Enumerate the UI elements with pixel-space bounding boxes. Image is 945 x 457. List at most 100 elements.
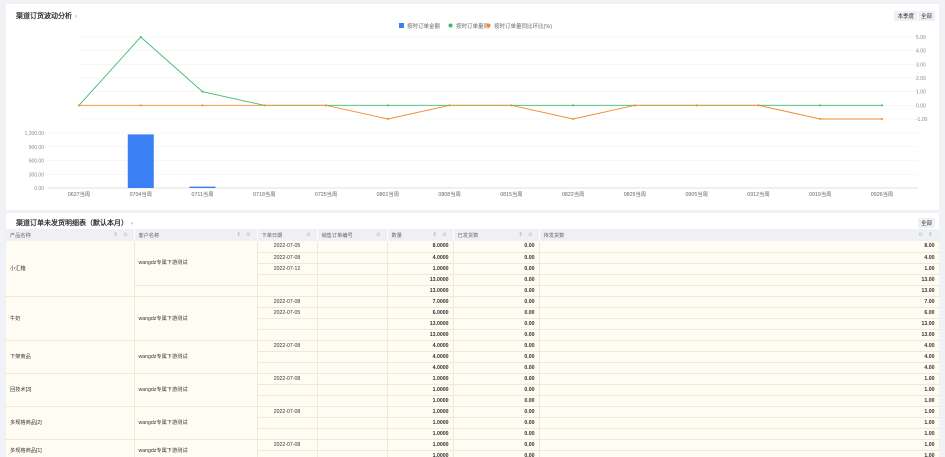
unshipped-orders-table: 产品名称 ⇕ ⊙ 客户名称 ⇕ ⊙ 下单日期 ⊙ 销售订单编号 ⊙ 数量 ⇕ ⊙ 已发货数… bbox=[6, 229, 939, 457]
table-all-button[interactable]: 全部 bbox=[917, 218, 935, 228]
sort-filter-icon[interactable]: ⇕ ⊙ bbox=[236, 231, 253, 238]
filter-icon[interactable]: ⊙ bbox=[376, 231, 383, 238]
line-point bbox=[757, 104, 760, 107]
cell-order-no bbox=[317, 329, 388, 341]
col-date[interactable]: 下单日期 ⊙ bbox=[257, 229, 318, 241]
table-row[interactable]: 多规格商品[1] wangdz专属下游测试 2022-07-08 1.0000 0.00… bbox=[6, 439, 939, 457]
cell-shipped: 0.00 bbox=[453, 406, 540, 418]
line-point bbox=[325, 104, 328, 107]
table-row[interactable]: 1.0000 0.00 1.00 bbox=[6, 384, 939, 396]
x-tick-label: 0801当周 bbox=[377, 190, 399, 198]
quarter-button[interactable]: 本季度 bbox=[894, 11, 917, 21]
chart-title-text: 渠道订货波动分析 bbox=[16, 13, 72, 20]
cell-qty: 6.0000 bbox=[387, 307, 454, 319]
table-row[interactable]: 1.0000 0.00 1.00 bbox=[6, 450, 939, 457]
cell-shipped: 0.00 bbox=[453, 307, 540, 319]
table-row[interactable]: 多规格商品[2] wangdz专属下游测试 2022-07-08 1.0000 0.00… bbox=[6, 406, 939, 440]
cell-pending: 6.00 bbox=[539, 307, 939, 319]
cell-order-no bbox=[317, 241, 388, 253]
cell-qty: 7.0000 bbox=[387, 296, 454, 308]
cell-customer-empty bbox=[134, 285, 258, 297]
x-tick-label: 0926当周 bbox=[871, 190, 893, 198]
cell-customer: wangdz专属下游测试 bbox=[134, 296, 258, 341]
line-y-tick-label: 2.00 bbox=[916, 76, 926, 82]
col-shipped[interactable]: 已发货数 ⇕ ⊙ bbox=[453, 229, 540, 241]
filter-icon[interactable]: ⊙ bbox=[306, 231, 313, 238]
table-row[interactable]: 2022-07-05 6.0000 0.00 6.00 bbox=[6, 307, 939, 319]
cell-shipped: 0.00 bbox=[453, 263, 540, 275]
cell-order-no bbox=[317, 318, 388, 330]
col-order-no[interactable]: 销售订单编号 ⊙ bbox=[317, 229, 388, 241]
cell-date bbox=[257, 395, 318, 407]
cell-pending: 1.00 bbox=[539, 263, 939, 275]
trend-chart: 按时订单金额 按时订单量同 按时订单量同比环比(%) 5.00 4.00 3.00 2.0… bbox=[25, 22, 928, 198]
cell-date: 2022-07-08 bbox=[257, 373, 318, 385]
chart-axis-labels: 5.00 4.00 3.00 2.00 1.00 0.00 -1.00 1,200.00 900… bbox=[25, 35, 928, 198]
col-qty[interactable]: 数量 ⇕ ⊙ bbox=[387, 229, 454, 241]
table-row[interactable]: 2022-07-08 4.0000 0.00 4.00 bbox=[6, 252, 939, 264]
cell-customer: wangdz专属下游测试 bbox=[134, 439, 258, 457]
cell-shipped: 0.00 bbox=[453, 384, 540, 396]
sort-filter-icon[interactable]: ⇕ ⊙ bbox=[432, 231, 449, 238]
filter-sort-icon[interactable]: ⊙ ⇕ bbox=[918, 231, 935, 238]
sort-filter-icon[interactable]: ⇕ ⊙ bbox=[113, 231, 130, 238]
table-row[interactable]: 小汇箱 wangdz专属下游测试 2022-07-05 8.0000 0.00 8.00 bbox=[6, 241, 939, 297]
cell-order-no bbox=[317, 362, 388, 374]
cell-shipped: 0.00 bbox=[453, 373, 540, 385]
cell-qty: 1.0000 bbox=[387, 373, 454, 385]
cell-qty: 1.0000 bbox=[387, 417, 454, 429]
table-row[interactable]: 13.0000 0.00 13.00 bbox=[6, 329, 939, 341]
cell-shipped: 0.00 bbox=[453, 285, 540, 297]
cell-date bbox=[257, 384, 318, 396]
table-panel-title: 渠道订单未发货明细表（默认本月） › bbox=[16, 218, 133, 228]
table-row[interactable]: 回技术[3] wangdz专属下游测试 2022-07-08 1.0000 0.00 1.… bbox=[6, 373, 939, 407]
legend-label: 按时订单量同 bbox=[456, 22, 490, 30]
line-y-tick-label: 3.00 bbox=[916, 62, 926, 68]
table-row[interactable]: 4.0000 0.00 4.00 bbox=[6, 362, 939, 374]
cell-customer: wangdz专属下游测试 bbox=[134, 406, 258, 440]
cell-date: 2022-07-08 bbox=[257, 296, 318, 308]
cell-shipped: 0.00 bbox=[453, 318, 540, 330]
legend-label: 按时订单量同比环比(%) bbox=[494, 22, 552, 30]
table-row[interactable]: 下架商品 wangdz专属下游测试 2022-07-08 4.0000 0.00 4.00 bbox=[6, 340, 939, 374]
table-row[interactable]: 牛奶 wangdz专属下游测试 2022-07-08 7.0000 0.00 7.00 bbox=[6, 296, 939, 341]
col-product[interactable]: 产品名称 ⇕ ⊙ bbox=[6, 229, 135, 241]
chevron-right-icon[interactable]: › bbox=[75, 14, 77, 20]
all-button[interactable]: 全部 bbox=[917, 11, 935, 21]
cell-qty: 1.0000 bbox=[387, 439, 454, 451]
line-y-tick-label: 0.00 bbox=[916, 103, 926, 109]
table-row[interactable]: 2022-07-12 1.0000 0.00 1.00 bbox=[6, 263, 939, 275]
cell-shipped: 0.00 bbox=[453, 296, 540, 308]
table-row[interactable]: 1.0000 0.00 1.00 bbox=[6, 417, 939, 429]
sort-filter-icon[interactable]: ⇕ ⊙ bbox=[518, 231, 535, 238]
table-row[interactable]: 13.0000 0.00 13.00 bbox=[6, 318, 939, 330]
cell-order-no bbox=[317, 428, 388, 440]
cell-pending: 1.00 bbox=[539, 406, 939, 418]
x-tick-label: 0822当周 bbox=[562, 190, 584, 198]
col-customer[interactable]: 客户名称 ⇕ ⊙ bbox=[134, 229, 258, 241]
table-row[interactable]: 13.0000 0.00 13.00 bbox=[6, 285, 939, 297]
cell-order-no bbox=[317, 285, 388, 297]
legend-swatch bbox=[448, 23, 453, 28]
line-point bbox=[881, 104, 883, 107]
cell-product: 多规格商品[1] bbox=[6, 439, 135, 457]
cell-pending: 13.00 bbox=[539, 329, 939, 341]
table-row[interactable]: 1.0000 0.00 1.00 bbox=[6, 428, 939, 440]
cell-qty: 4.0000 bbox=[387, 340, 454, 352]
table-row[interactable]: 4.0000 0.00 4.00 bbox=[6, 351, 939, 363]
table-row[interactable]: 1.0000 0.00 1.00 bbox=[6, 395, 939, 407]
col-pending[interactable]: 待发货数 ⊙ ⇕ bbox=[539, 229, 939, 241]
table-row[interactable]: 13.0000 0.00 13.00 bbox=[6, 274, 939, 286]
cell-shipped: 0.00 bbox=[453, 340, 540, 352]
bar-y-tick-label: 300.00 bbox=[29, 172, 45, 178]
cell-pending: 8.00 bbox=[539, 241, 939, 253]
cell-shipped: 0.00 bbox=[453, 417, 540, 429]
cell-shipped: 0.00 bbox=[453, 428, 540, 440]
bar-y-tick-label: 900.00 bbox=[29, 145, 45, 151]
cell-order-no bbox=[317, 340, 388, 352]
cell-pending: 1.00 bbox=[539, 395, 939, 407]
line-point bbox=[881, 118, 883, 120]
chevron-right-icon[interactable]: › bbox=[131, 221, 133, 227]
series-line bbox=[78, 36, 882, 106]
cell-pending: 1.00 bbox=[539, 384, 939, 396]
